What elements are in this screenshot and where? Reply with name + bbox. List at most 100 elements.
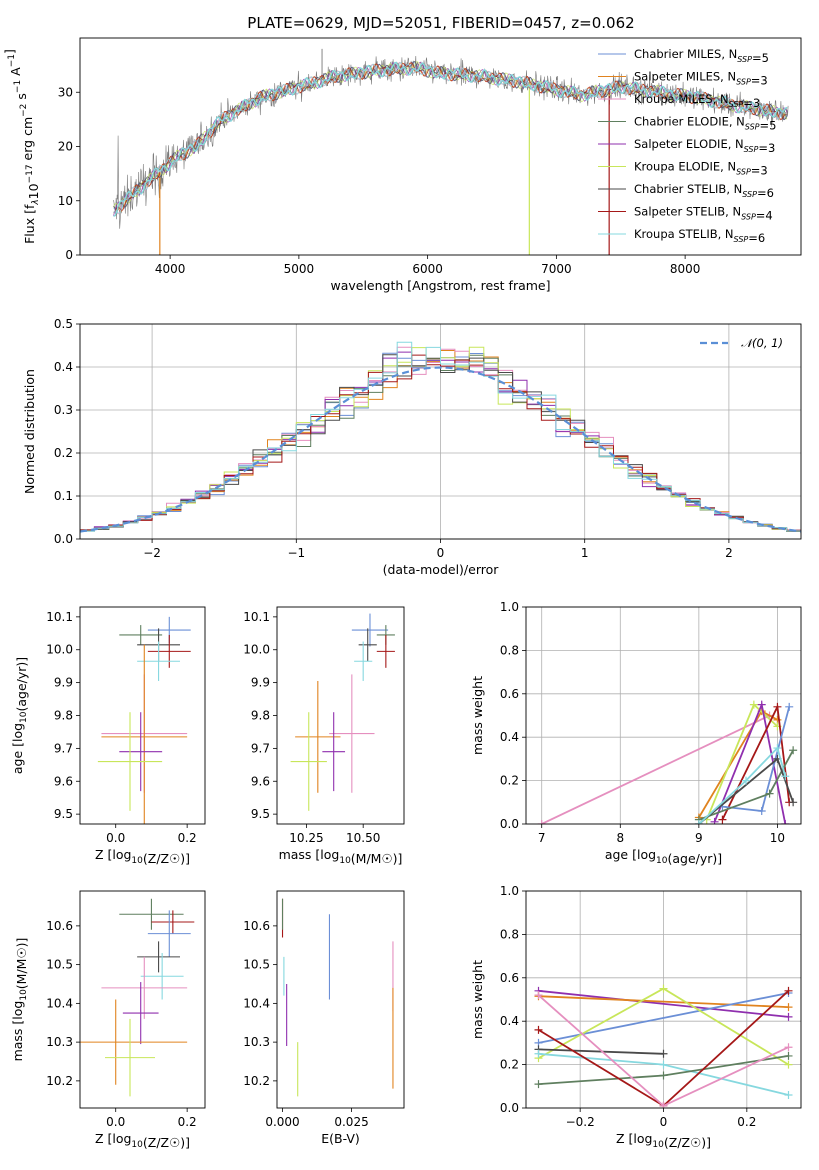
spectrum-plot-area bbox=[113, 48, 789, 255]
age_vs_Z-axes: 0.0 0.2 9.5 9.6 9.7 9.8 9.9 10.0 10.1 Z [log10(Z/… bbox=[10, 606, 206, 866]
x-tick-label: −2 bbox=[143, 546, 161, 560]
weight-series-line bbox=[538, 995, 789, 1008]
y-tick-label: 0.8 bbox=[500, 927, 519, 941]
y-tick-label: 10.6 bbox=[243, 919, 270, 933]
x-axis-label: Z [log10(Z/Z☉)] bbox=[616, 1131, 711, 1150]
y-tick-label: 10.6 bbox=[46, 919, 73, 933]
weight-point-marker bbox=[534, 991, 543, 1000]
x-axis-label: age [log10(age/yr)] bbox=[605, 847, 722, 866]
weight-point-marker bbox=[537, 820, 546, 824]
axes-frame bbox=[525, 890, 802, 1109]
y-tick-label: 0.0 bbox=[54, 532, 73, 546]
mass_vs_Z-plot-area bbox=[80, 898, 195, 1097]
y-tick-label: 0.3 bbox=[54, 403, 73, 417]
y-tick-label: 10.5 bbox=[243, 958, 270, 972]
mass_vs_Z-axes: 0.0 0.2 10.2 10.3 10.4 10.5 10.6 Z [log10(Z/Z☉)… bbox=[10, 890, 206, 1150]
weight-point-marker bbox=[742, 776, 750, 785]
legend-entry: Salpeter ELODIE, NSSP=3 bbox=[634, 137, 775, 155]
legend-entry: Kroupa ELODIE, NSSP=3 bbox=[634, 160, 768, 178]
weight-series-line bbox=[541, 714, 770, 824]
spectrum-axes: 4000 5000 6000 7000 8000 0 10 20 30 wavelength [A… bbox=[2, 37, 802, 293]
x-tick-label: 0 bbox=[660, 1115, 668, 1129]
x-tick-label: 0.025 bbox=[334, 1115, 368, 1129]
weight-point-marker bbox=[749, 700, 758, 709]
legend-entry: Salpeter STELIB, NSSP=4 bbox=[634, 205, 773, 223]
x-axis-label: (data-model)/error bbox=[383, 562, 500, 577]
x-tick-label: 10.50 bbox=[346, 831, 380, 845]
legend-entry: Kroupa STELIB, NSSP=6 bbox=[634, 227, 765, 245]
y-axis-label: Normed distribution bbox=[22, 369, 37, 494]
x-tick-label: 7 bbox=[538, 831, 546, 845]
x-tick-label: 2 bbox=[725, 546, 733, 560]
axes-frame bbox=[79, 606, 206, 825]
x-axis-label: mass [log10(M/M☉)] bbox=[279, 847, 403, 866]
weight-point-marker bbox=[784, 986, 793, 995]
mass_vs_EBV-axes: 0.000 0.025 10.2 10.3 10.4 10.5 10.6 E(B-V) bbox=[243, 890, 405, 1146]
weight-series-line bbox=[538, 989, 789, 1018]
x-axis-label: Z [log10(Z/Z☉)] bbox=[95, 847, 190, 866]
y-tick-label: 0.2 bbox=[500, 1058, 519, 1072]
axes-frame bbox=[525, 606, 802, 825]
x-axis-label: E(B-V) bbox=[321, 1131, 360, 1146]
weight-point-marker bbox=[718, 815, 727, 824]
x-tick-label: 0.0 bbox=[106, 1115, 125, 1129]
weight-point-marker bbox=[784, 1043, 793, 1052]
weight-series-line bbox=[705, 703, 779, 821]
y-tick-label: 0.2 bbox=[500, 774, 519, 788]
y-tick-label: 9.8 bbox=[54, 709, 73, 723]
y-tick-label: 9.5 bbox=[54, 807, 73, 821]
normal-reference-curve bbox=[80, 366, 801, 533]
y-tick-label: 1.0 bbox=[500, 600, 519, 614]
model-spectrum-line bbox=[113, 61, 788, 217]
y-tick-label: 10 bbox=[58, 194, 73, 208]
residuals-axes: −2 −1 0 1 2 0.0 0.1 0.2 0.3 0.4 0.5 (data-model)/er… bbox=[22, 317, 802, 577]
y-tick-label: 0.6 bbox=[500, 971, 519, 985]
weight-series-line bbox=[698, 746, 787, 824]
x-tick-label: 4000 bbox=[155, 262, 186, 276]
y-tick-label: 10.0 bbox=[46, 643, 73, 657]
legend-entry: Chabrier MILES, NSSP=5 bbox=[634, 47, 769, 65]
y-tick-label: 9.8 bbox=[251, 709, 270, 723]
y-axis-label: mass [log10(M/M☉)] bbox=[10, 938, 29, 1062]
x-tick-label: −1 bbox=[287, 546, 305, 560]
weight-point-marker bbox=[534, 1080, 543, 1089]
x-tick-label: 9 bbox=[695, 831, 703, 845]
weight-point-marker bbox=[659, 1049, 668, 1058]
model-spectrum-line bbox=[113, 62, 788, 214]
y-tick-label: 10.4 bbox=[46, 996, 73, 1010]
y-tick-label: 0.0 bbox=[500, 817, 519, 831]
y-tick-label: 10.3 bbox=[243, 1035, 270, 1049]
y-tick-label: 10.0 bbox=[243, 643, 270, 657]
weight-point-marker bbox=[757, 806, 766, 815]
weight-point-marker bbox=[784, 1090, 793, 1099]
legend-entry: 𝒩(0, 1) bbox=[741, 336, 783, 350]
model-spectrum-line bbox=[113, 62, 788, 214]
y-tick-label: 10.2 bbox=[243, 1074, 270, 1088]
legend-entry: Chabrier STELIB, NSSP=6 bbox=[634, 182, 774, 200]
y-tick-label: 10.1 bbox=[243, 610, 270, 624]
x-tick-label: 0.0 bbox=[106, 831, 125, 845]
legend-entry: Chabrier ELODIE, NSSP=5 bbox=[634, 115, 776, 133]
y-tick-label: 30 bbox=[58, 85, 73, 99]
weight-point-marker bbox=[773, 744, 782, 753]
y-tick-label: 9.5 bbox=[251, 807, 270, 821]
weight-point-marker bbox=[765, 789, 774, 798]
y-tick-label: 10.2 bbox=[46, 1074, 73, 1088]
x-tick-label: 0.2 bbox=[178, 831, 197, 845]
y-tick-label: 0.8 bbox=[500, 643, 519, 657]
y-tick-label: 0.6 bbox=[500, 687, 519, 701]
weight-point-marker bbox=[659, 1060, 668, 1069]
weight-point-marker bbox=[710, 817, 719, 824]
y-tick-label: 0.4 bbox=[500, 730, 519, 744]
weight-point-marker bbox=[789, 798, 798, 807]
weight-point-marker bbox=[784, 1060, 793, 1069]
weight-point-marker bbox=[789, 746, 798, 755]
figure-title: PLATE=0629, MJD=52051, FIBERID=0457, z=0… bbox=[247, 14, 634, 32]
y-tick-label: 0.4 bbox=[500, 1014, 519, 1028]
age_vs_mass-axes: 10.25 10.50 9.5 9.6 9.7 9.8 9.9 10.0 10.1 mass [l… bbox=[243, 606, 405, 866]
axes-frame bbox=[276, 890, 405, 1109]
x-axis-label: wavelength [Angstrom, rest frame] bbox=[330, 278, 550, 293]
residuals-plot-area bbox=[80, 341, 801, 534]
y-tick-label: 10.1 bbox=[46, 610, 73, 624]
